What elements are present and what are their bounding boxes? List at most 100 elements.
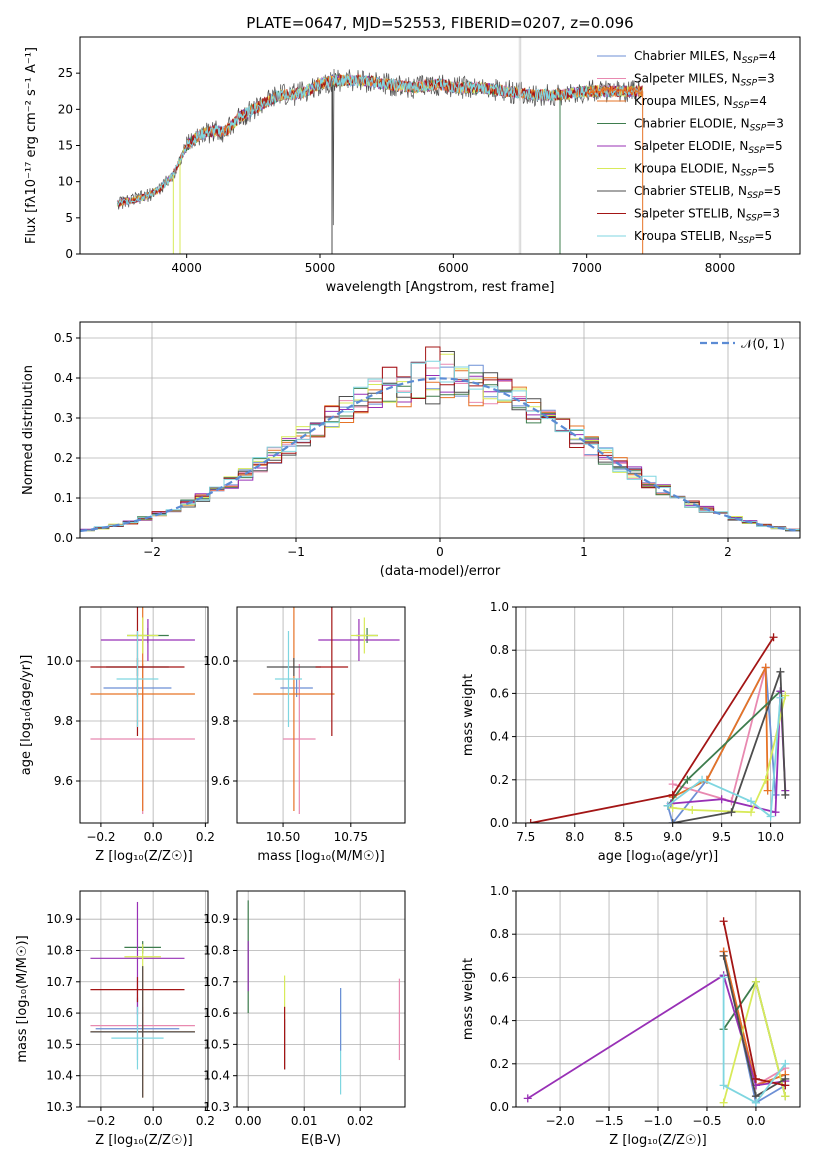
mass-vs-z-panel: −0.2 0.0 0.2 10.3 10.4 10.5 10.6 10.7 10.8 10.9 Z … [15,890,215,1148]
x-tick-label: −1 [287,545,305,559]
y-tick-label: 10.6 [203,1006,230,1020]
y-tick-label: 10 [58,175,73,189]
data-point [719,973,728,982]
y-axis-label: mass weight [461,674,476,756]
data-point [526,819,535,823]
y-tick-label: 10.5 [46,1037,73,1051]
x-tick-label: 0.0 [746,1114,765,1128]
y-tick-label: 1.0 [490,600,509,614]
legend-entry: Kroupa ELODIE, NSSP=5 [634,162,775,179]
data-point [719,1081,728,1090]
y-tick-label: 0.4 [490,730,509,744]
x-tick-label: 1 [580,545,588,559]
legend: Chabrier MILES, NSSP=4 Salpeter MILES, NS… [597,49,784,246]
x-tick-label: 2 [724,545,732,559]
x-tick-label: 10.50 [266,830,300,844]
data-point [751,1074,760,1083]
data-point [663,801,672,810]
y-tick-label: 10.8 [46,943,73,957]
age-vs-z-panel: −0.2 0.0 0.2 9.6 9.8 10.0 Z [log₁₀(Z/Z☉)] age [… [19,606,215,864]
legend-entry: Chabrier STELIB, NSSP=5 [634,184,781,201]
x-tick-label: 7.5 [516,830,535,844]
y-tick-label: 10.5 [203,1037,230,1051]
normal-curve [80,377,800,533]
age-vs-mass-panel: 10.50 10.75 9.6 9.8 10.0 mass [log₁₀(M/M☉)] [203,606,406,864]
y-tick-label: 0.2 [54,451,73,465]
data-point [781,1081,790,1090]
legend-entry: Kroupa MILES, NSSP=4 [634,94,767,111]
legend-entry: Salpeter STELIB, NSSP=3 [634,207,780,224]
y-tick-label: 20 [58,102,73,116]
x-tick-label: 7000 [571,261,602,275]
y-tick-label: 9.6 [211,774,230,788]
data-point [766,812,775,821]
data-point [719,951,728,960]
x-tick-label: −0.5 [692,1114,721,1128]
x-tick-label: 0.0 [144,1114,163,1128]
x-tick-label: 8.5 [614,830,633,844]
y-tick-label: 9.6 [54,774,73,788]
x-axis-label: Z [log₁₀(Z/Z☉)] [609,1133,706,1148]
spectrum-line [116,74,644,207]
masked-region [520,37,521,254]
legend-entry: Chabrier MILES, NSSP=4 [634,49,776,66]
data-point [781,1059,790,1068]
weight-vs-age-panel: 7.5 8.0 8.5 9.0 9.5 10.0 0.0 0.2 0.4 0.6 0.8 1.0 age… [461,600,801,864]
data-point [761,775,770,784]
plot-area [90,607,195,814]
x-tick-label: 10.75 [334,830,368,844]
x-tick-label: 0.01 [291,1114,318,1128]
x-tick-label: 9.0 [663,830,682,844]
y-tick-label: 5 [65,211,73,225]
spectrum-panel: 4000 5000 6000 7000 8000 0 5 10 15 20 25 wavelength… [24,14,801,295]
x-axis-label: (data-model)/error [380,564,501,579]
y-tick-label: 10.9 [203,912,230,926]
y-tick-label: 0.4 [54,371,73,385]
x-tick-label: 0.0 [144,830,163,844]
data-point [668,790,677,799]
x-tick-label: −2.0 [545,1114,574,1128]
y-axis-label: mass weight [461,958,476,1040]
x-tick-label: 0.2 [196,1114,215,1128]
plot-area [523,917,790,1107]
weight-vs-z-panel: −2.0 −1.5 −1.0 −0.5 0.0 0.0 0.2 0.4 0.6 0.8 1.0 Z [… [461,884,801,1148]
data-point [688,806,697,815]
x-tick-label: 10.0 [757,830,784,844]
data-point [761,663,770,672]
plot-area [80,346,800,533]
plot-area [253,607,400,814]
legend-entry: Kroupa STELIB, NSSP=5 [634,229,772,246]
y-tick-label: 10.4 [203,1069,230,1083]
data-point [683,775,692,784]
data-point [781,691,790,700]
y-tick-label: 0.8 [490,927,509,941]
data-point [727,808,736,817]
axes-frame [236,606,406,824]
x-tick-label: −2 [143,545,161,559]
x-tick-label: −0.2 [86,830,115,844]
y-tick-label: 25 [58,66,73,80]
x-axis-label: age [log₁₀(age/yr)] [598,849,719,864]
series-line [722,977,787,1104]
data-point [719,917,728,926]
y-tick-label: 0.1 [54,491,73,505]
y-tick-label: 10.4 [46,1069,73,1083]
data-point [668,803,677,812]
y-tick-label: 10.9 [46,912,73,926]
x-tick-label: −1.5 [594,1114,623,1128]
data-point [747,797,756,806]
data-point [523,1094,532,1103]
y-tick-label: 9.8 [211,714,230,728]
y-axis-label: mass [log₁₀(M/M☉)] [15,935,30,1062]
y-tick-label: 0.6 [490,686,509,700]
y-tick-label: 0.2 [490,1057,509,1071]
y-tick-label: 10.7 [46,975,73,989]
data-point [781,1092,790,1101]
y-tick-label: 10.0 [203,654,230,668]
y-axis-label: Normed distribution [21,365,36,495]
data-point [747,808,756,817]
data-point [751,1098,760,1107]
spectrum-line [586,85,643,97]
x-tick-label: 5000 [305,261,336,275]
